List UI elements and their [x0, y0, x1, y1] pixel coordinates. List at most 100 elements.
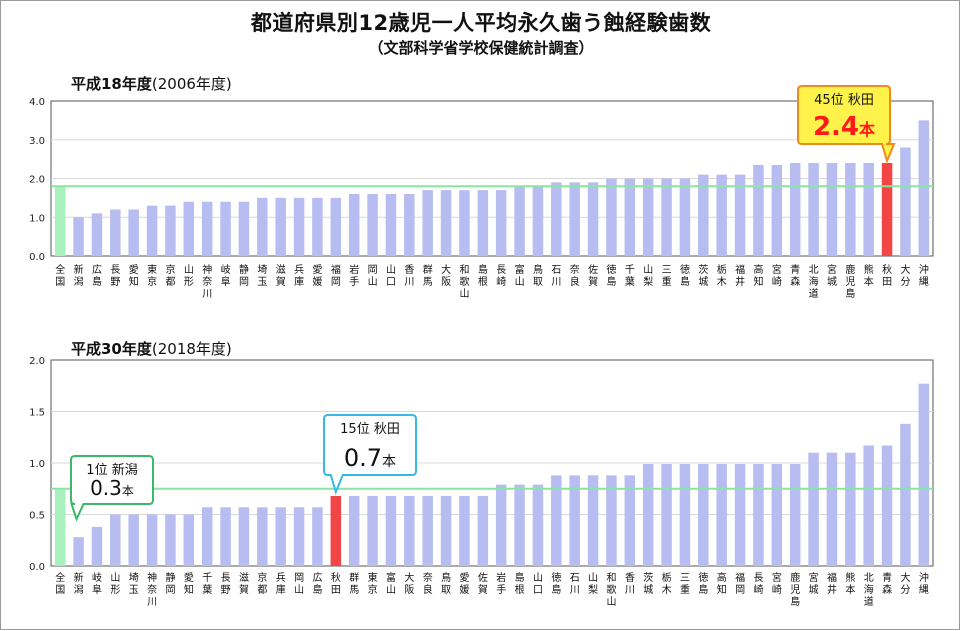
bar: [495, 190, 507, 256]
bar: [367, 495, 378, 566]
x-tick-label: 高知: [753, 263, 763, 288]
bar: [679, 464, 691, 566]
bar: [330, 495, 342, 566]
bar: [698, 464, 709, 566]
bar: [257, 507, 268, 566]
callout-rank-label: 45位 秋田: [814, 93, 874, 108]
bar: [789, 464, 801, 566]
x-tick-label: 熊本: [864, 263, 874, 288]
y-tick-label: 4.0: [29, 97, 45, 108]
bar: [606, 475, 617, 566]
x-tick-label: 愛知: [129, 263, 139, 288]
x-tick-label: 鹿児島: [790, 571, 800, 608]
x-tick-label: 埼玉: [257, 263, 267, 288]
chart-title: 都道府県別12歳児一人平均永久歯う蝕経験歯数: [250, 11, 712, 35]
x-tick-label: 石川: [551, 265, 561, 288]
bar: [863, 163, 874, 256]
x-tick-label: 奈良: [423, 571, 433, 596]
callout-box: [323, 414, 417, 495]
bar: [477, 495, 489, 566]
x-tick-label: 岩手: [349, 263, 359, 288]
x-tick-label: 和歌山: [459, 264, 469, 300]
bar: [312, 197, 323, 256]
x-tick-label: 宮崎: [772, 263, 782, 288]
bar: [551, 475, 562, 566]
bar: [881, 163, 893, 256]
bar: [661, 464, 672, 566]
bar: [128, 209, 139, 256]
bar: [459, 190, 470, 256]
x-tick-label: 岩手: [496, 571, 506, 596]
bar: [238, 201, 250, 256]
bar: [440, 190, 452, 256]
bar: [845, 163, 856, 256]
bar: [404, 194, 415, 256]
chart-panel-1: 0.0 0.5 1.0 1.5 2.0 全国新潟岐阜山形埼玉神奈川静岡愛知千葉長野滋賀京都…: [29, 356, 934, 608]
y-tick-label: 3.0: [29, 136, 45, 147]
bar: [477, 190, 489, 256]
bar: [826, 452, 838, 566]
bar: [532, 484, 544, 566]
x-tick-label: 山形: [110, 572, 120, 596]
bar: [312, 507, 323, 566]
bar: [881, 445, 893, 566]
x-tick-label: 福岡: [735, 571, 745, 596]
x-tick-label: 栃木: [717, 263, 727, 288]
callout-value-label: 2.4本: [813, 112, 875, 142]
x-tick-label: 奈良: [570, 263, 580, 288]
x-tick-label: 全国: [55, 571, 65, 596]
bar: [54, 489, 66, 566]
bar: [330, 197, 342, 256]
bar: [404, 495, 415, 566]
bar: [367, 194, 378, 256]
bar: [183, 514, 195, 566]
bar: [220, 507, 231, 566]
x-tick-label: 山口: [386, 264, 396, 288]
bar: [275, 507, 286, 566]
x-tick-label: 秋田: [331, 571, 341, 596]
x-tick-label: 岐阜: [92, 571, 102, 596]
x-tick-label: 和歌山: [606, 572, 616, 608]
x-tick-label: 富山: [515, 263, 525, 288]
bar: [201, 507, 213, 566]
bar: [771, 464, 783, 566]
x-tick-label: 栃木: [662, 571, 672, 596]
x-tick-label: 山口: [533, 572, 543, 596]
bar: [146, 205, 158, 256]
bar: [238, 507, 250, 566]
x-tick-label: 秋田: [882, 263, 892, 288]
x-tick-label: 広島: [92, 263, 102, 288]
bar: [183, 201, 195, 256]
bar: [275, 197, 286, 256]
bar: [679, 178, 691, 256]
bar: [551, 182, 562, 256]
x-tick-label: 兵庫: [276, 571, 286, 596]
bar: [110, 209, 121, 256]
bar: [863, 445, 874, 566]
x-tick-label: 富山: [386, 571, 396, 596]
x-tick-label: 京都: [257, 571, 267, 596]
panel-title-bold: 平成18年度: [71, 75, 152, 93]
bar: [918, 120, 930, 256]
x-tick-label: 青森: [790, 263, 800, 288]
x-tick-label: 新潟: [74, 263, 84, 288]
x-tick-label: 茨城: [643, 571, 653, 596]
x-tick-label: 石川: [570, 573, 580, 596]
x-tick-label: 千葉: [625, 264, 635, 288]
x-tick-label: 沖縄: [919, 263, 929, 288]
x-tick-label: 北海道: [864, 572, 874, 608]
bar: [257, 197, 268, 256]
x-tick-label: 宮崎: [772, 571, 782, 596]
x-tick-label: 長崎: [753, 572, 763, 596]
x-tick-label: 新潟: [74, 571, 84, 596]
x-tick-label: 神奈川: [202, 263, 212, 300]
x-tick-label: 愛知: [184, 571, 194, 596]
x-tick-label: 滋賀: [239, 571, 249, 596]
x-tick-label: 群馬: [423, 263, 433, 288]
x-tick-label: 広島: [312, 571, 322, 596]
bar: [900, 147, 911, 256]
bar: [459, 495, 470, 566]
x-tick-label: 徳島: [698, 571, 708, 596]
bar: [54, 186, 66, 256]
